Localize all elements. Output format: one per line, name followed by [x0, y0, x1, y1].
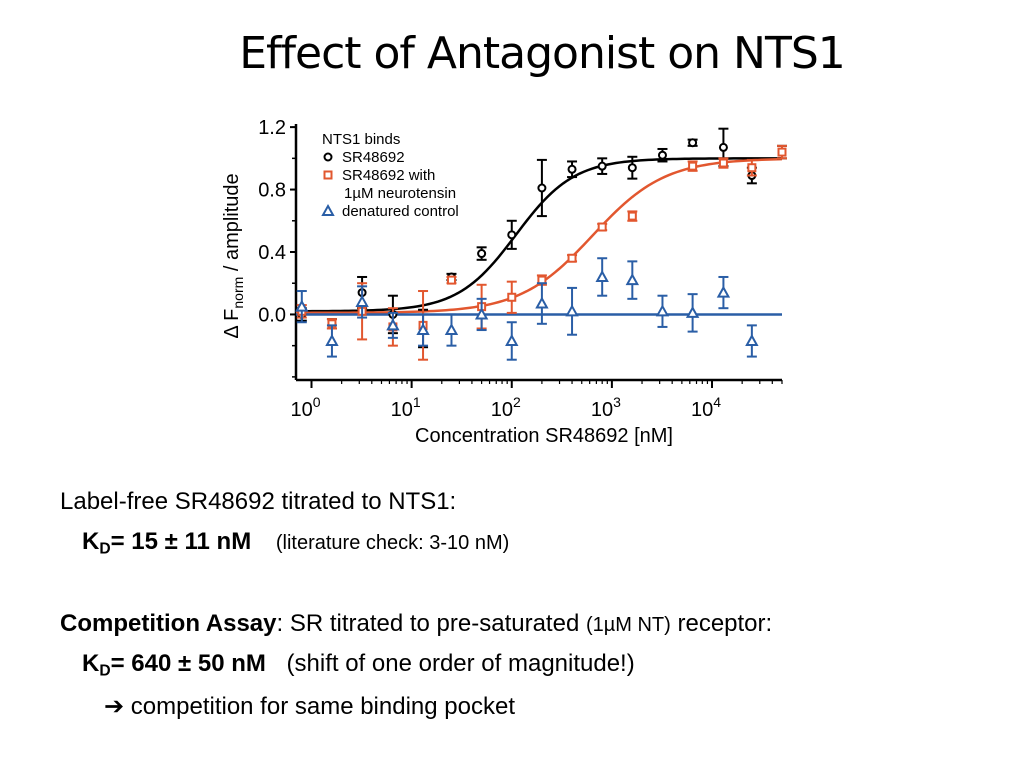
- competition-receptor: receptor:: [670, 610, 773, 637]
- data-point-square: [718, 158, 728, 168]
- legend-title: NTS1 binds: [322, 131, 400, 148]
- legend-label: denatured control: [342, 203, 459, 220]
- data-point-square: [507, 292, 517, 302]
- data-point-square: [567, 253, 577, 263]
- data-point-triangle: [716, 285, 731, 298]
- data-point-triangle: [565, 304, 579, 317]
- legend-label: SR48692: [342, 149, 405, 166]
- data-point-circle: [477, 249, 487, 259]
- data-point-triangle: [745, 333, 759, 346]
- data-point-square: [688, 161, 698, 171]
- data-point-circle: [597, 161, 607, 171]
- x-axis-label: Concentration SR48692 [nM]: [415, 425, 673, 447]
- line-kd2: KD= 640 ± 50 nM (shift of one order of m…: [82, 650, 635, 681]
- y-axis-label: Δ Fnorm / amplitude: [221, 173, 246, 338]
- fit-curve-0: [295, 157, 782, 313]
- data-point-triangle: [474, 307, 489, 320]
- data-point-triangle: [535, 296, 549, 309]
- binding-chart: 1.2 0.8 0.4 0.0 100 101 102 103 104 Concentration…: [221, 117, 787, 447]
- data-point-triangle: [416, 322, 430, 336]
- data-point-triangle: [595, 269, 609, 282]
- data-point-square: [747, 163, 757, 173]
- competition-text: : SR titrated to pre-saturated: [276, 610, 586, 637]
- data-point-triangle: [444, 322, 459, 336]
- arrow-icon: ➔: [104, 693, 125, 720]
- data-point-triangle: [295, 299, 309, 312]
- y-tick-label: 0.8: [258, 180, 286, 202]
- data-point-circle: [627, 163, 637, 173]
- data-point-square: [597, 222, 607, 232]
- competition-nt: (1µM NT): [585, 614, 671, 636]
- data-point-square: [446, 275, 456, 285]
- data-point-square: [777, 147, 787, 157]
- x-tick-label: 103: [591, 394, 621, 421]
- data-point-circle: [567, 164, 577, 174]
- data-point-triangle: [325, 333, 339, 346]
- line-conclusion: ➔ competition for same binding pocket: [104, 692, 515, 721]
- data-point-circle: [718, 142, 728, 152]
- legend-label: 1µM neurotensin: [344, 185, 456, 202]
- data-point-circle: [537, 183, 547, 193]
- legend-label: SR48692 with: [342, 167, 435, 184]
- data-point-triangle: [355, 294, 369, 307]
- line-competition: Competition Assay: SR titrated to pre-sa…: [60, 610, 772, 638]
- legend-marker-circle: [323, 152, 333, 162]
- legend-marker-square: [323, 170, 333, 180]
- kd1-label: KD= 15 ± 11 nM: [82, 528, 252, 558]
- kd2-note: (shift of one order of magnitude!): [286, 650, 635, 677]
- data-point-circle: [657, 150, 667, 160]
- kd2-label: KD= 640 ± 50 nM: [82, 650, 266, 680]
- data-point-circle: [688, 138, 698, 148]
- data-point-square: [627, 211, 637, 221]
- y-tick-label: 0.4: [258, 242, 286, 264]
- kd1-note: (literature check: 3-10 nM): [275, 532, 510, 554]
- data-point-triangle: [386, 318, 400, 331]
- data-point-circle: [507, 230, 517, 240]
- conclusion-text: competition for same binding pocket: [130, 693, 515, 720]
- x-tick-label: 102: [491, 394, 521, 421]
- y-tick-label: 0.0: [258, 304, 286, 326]
- data-point-triangle: [505, 333, 519, 346]
- y-tick-label: 1.2: [258, 117, 286, 139]
- x-tick-label: 104: [691, 394, 721, 421]
- x-tick-label: 101: [391, 394, 421, 421]
- line-kd1: KD= 15 ± 11 nM (literature check: 3-10 n…: [82, 528, 509, 559]
- data-point-triangle: [655, 304, 670, 317]
- competition-label: Competition Assay: [60, 610, 277, 637]
- legend-marker-triangle: [321, 203, 335, 216]
- slide-title: Effect of Antagonist on NTS1: [239, 28, 846, 79]
- data-point-triangle: [625, 273, 640, 286]
- x-tick-label: 100: [290, 394, 320, 421]
- label-free-text: Label-free SR48692 titrated to NTS1:: [60, 488, 457, 515]
- line-label-free: Label-free SR48692 titrated to NTS1:: [60, 488, 456, 516]
- data-point-triangle: [685, 305, 700, 318]
